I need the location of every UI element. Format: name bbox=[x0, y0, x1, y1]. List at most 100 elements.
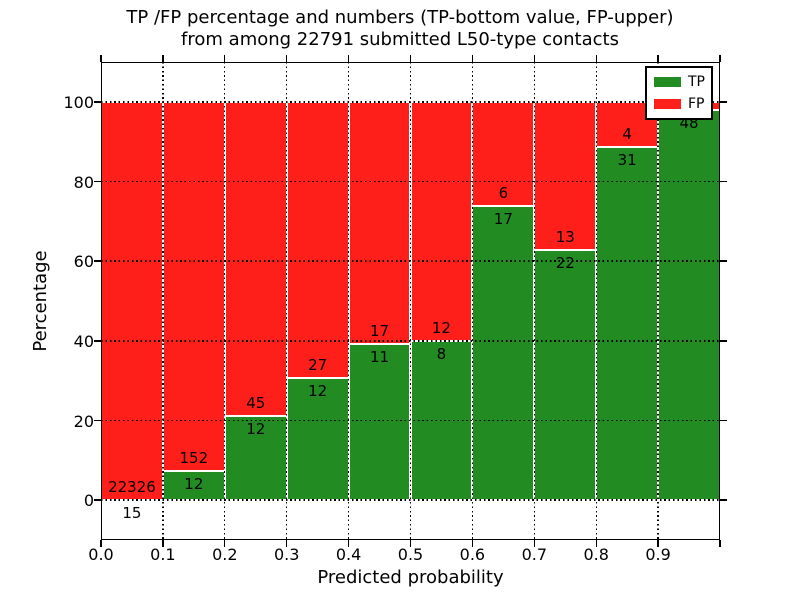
bar-segment-tp bbox=[472, 205, 535, 501]
y-tick-label: 80 bbox=[73, 172, 94, 192]
v-gridline bbox=[347, 62, 350, 540]
bar-segment-tp bbox=[596, 147, 659, 501]
bar-segment-tp bbox=[534, 249, 597, 501]
bar-fp-count-label: 6 bbox=[498, 183, 509, 202]
x-axis-label: Predicted probability bbox=[317, 567, 504, 588]
x-tick-mark bbox=[471, 55, 474, 62]
x-tick-label: 0.5 bbox=[397, 545, 424, 564]
legend-item: TP bbox=[654, 74, 705, 90]
y-tick-mark bbox=[94, 101, 101, 103]
bar-tp-count-label: 12 bbox=[246, 420, 266, 439]
v-gridline bbox=[595, 62, 597, 540]
bar-fp-count-label: 27 bbox=[308, 355, 328, 374]
legend-item: FP bbox=[654, 96, 705, 112]
bar-segment-tp bbox=[658, 109, 720, 501]
y-tick-mark bbox=[94, 419, 101, 422]
x-tick-mark bbox=[224, 55, 226, 62]
bar-tp-count-label: 8 bbox=[436, 344, 447, 363]
x-tick-mark bbox=[409, 55, 412, 62]
x-tick-label: 0.1 bbox=[150, 545, 176, 564]
bar-fp-count-label: 13 bbox=[555, 227, 575, 246]
x-tick-mark bbox=[286, 55, 288, 62]
y-tick-mark bbox=[94, 180, 101, 183]
bar-segment-tp bbox=[348, 343, 411, 501]
y-tick-mark bbox=[94, 499, 101, 501]
bar-segment-fp bbox=[410, 101, 473, 341]
x-tick-mark bbox=[347, 540, 350, 547]
x-tick-label: 0.7 bbox=[521, 545, 548, 564]
x-tick-mark bbox=[347, 55, 350, 62]
legend-item-label: TP bbox=[688, 74, 705, 90]
y-tick-mark bbox=[720, 101, 727, 103]
legend: TP FP bbox=[645, 66, 713, 120]
chart-title: TP /FP percentage and numbers (TP-bottom… bbox=[0, 7, 800, 51]
bar-segment-fp bbox=[286, 101, 349, 378]
bar-segment-fp bbox=[348, 101, 411, 344]
bar-tp-count-label: 17 bbox=[493, 209, 513, 228]
bar-segment-fp bbox=[224, 101, 287, 417]
x-tick-mark bbox=[595, 55, 597, 62]
y-axis-label: Percentage bbox=[30, 250, 51, 352]
v-gridline bbox=[162, 62, 164, 540]
bar-segment-tp bbox=[162, 471, 225, 501]
bar-fp-count-label: 152 bbox=[179, 449, 209, 467]
x-tick-mark bbox=[224, 540, 226, 547]
y-tick-label: 100 bbox=[63, 92, 94, 112]
x-tick-label: 0.4 bbox=[335, 545, 362, 564]
y-tick-mark bbox=[94, 260, 101, 262]
v-gridline bbox=[409, 62, 412, 540]
x-tick-mark bbox=[100, 55, 102, 62]
x-tick-mark bbox=[471, 540, 474, 547]
bar-tp-count-label: 15 bbox=[122, 503, 142, 522]
x-tick-label: 0.6 bbox=[459, 545, 486, 564]
v-gridline bbox=[286, 62, 288, 540]
y-tick-mark bbox=[94, 340, 101, 342]
chart-title-line2: from among 22791 submitted L50-type cont… bbox=[181, 29, 619, 50]
x-tick-label: 0.2 bbox=[212, 545, 238, 564]
bar-segment-fp bbox=[162, 101, 225, 471]
x-tick-mark bbox=[533, 55, 535, 62]
y-tick-mark bbox=[720, 340, 727, 342]
x-tick-label: 0.0 bbox=[88, 545, 114, 564]
x-tick-mark bbox=[286, 540, 288, 547]
x-tick-label: 0.3 bbox=[273, 545, 300, 564]
v-gridline bbox=[533, 62, 535, 540]
x-tick-mark bbox=[657, 540, 659, 547]
v-gridline bbox=[471, 62, 474, 540]
y-tick-mark bbox=[720, 499, 727, 501]
x-tick-mark bbox=[162, 540, 164, 547]
x-tick-mark bbox=[595, 540, 597, 547]
y-tick-label: 60 bbox=[73, 252, 94, 272]
bar-tp-count-label: 12 bbox=[308, 381, 328, 400]
legend-swatch-tp bbox=[654, 77, 681, 87]
legend-swatch-fp bbox=[654, 99, 681, 109]
x-tick-label: 0.8 bbox=[583, 545, 609, 564]
y-tick-label: 40 bbox=[73, 331, 94, 351]
y-tick-mark bbox=[720, 260, 727, 262]
v-gridline bbox=[657, 62, 659, 540]
x-tick-mark bbox=[533, 540, 535, 547]
bar-tp-count-label: 12 bbox=[184, 475, 204, 493]
x-tick-mark bbox=[162, 55, 164, 62]
bar-tp-count-label: 11 bbox=[369, 347, 390, 366]
v-gridline bbox=[224, 62, 226, 540]
bar-segment-fp bbox=[101, 101, 163, 500]
y-tick-mark bbox=[720, 180, 727, 183]
x-tick-mark bbox=[719, 540, 721, 547]
legend-item-label: FP bbox=[688, 96, 705, 112]
x-tick-mark bbox=[409, 540, 412, 547]
y-tick-label: 0 bbox=[83, 491, 94, 511]
bar-fp-count-label: 17 bbox=[369, 321, 390, 340]
bar-tp-count-label: 31 bbox=[617, 151, 637, 170]
x-tick-mark bbox=[100, 540, 102, 547]
bar-fp-count-label: 12 bbox=[431, 318, 451, 337]
y-tick-label: 20 bbox=[73, 411, 94, 431]
bar-fp-count-label: 4 bbox=[622, 125, 632, 144]
x-tick-mark bbox=[719, 55, 721, 62]
bar-fp-count-label: 22326 bbox=[108, 477, 156, 496]
bar-fp-count-label: 45 bbox=[246, 394, 266, 413]
x-tick-label: 0.9 bbox=[645, 545, 671, 564]
bar-segment-tp bbox=[286, 377, 349, 501]
y-tick-mark bbox=[720, 419, 727, 422]
